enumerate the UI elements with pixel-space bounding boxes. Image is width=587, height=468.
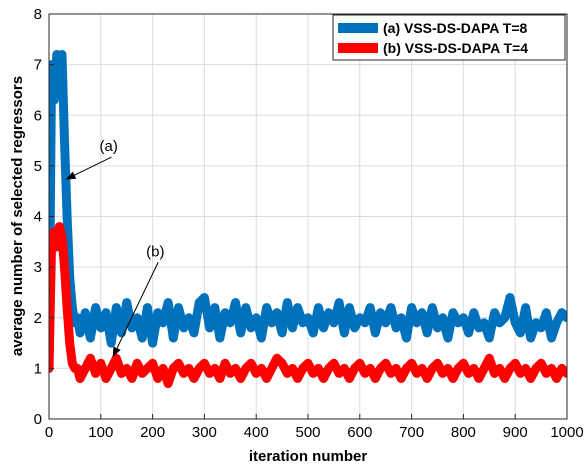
annotation-label: (a) bbox=[100, 138, 118, 155]
ticks bbox=[48, 13, 568, 420]
annotation-arrow bbox=[112, 262, 159, 358]
legend: (a) VSS-DS-DAPA T=8 (b) VSS-DS-DAPA T=4 bbox=[332, 14, 566, 61]
x-tick-label: 200 bbox=[140, 424, 165, 441]
x-tick-label: 600 bbox=[347, 424, 372, 441]
y-tick-label: 2 bbox=[34, 310, 42, 327]
series-layer bbox=[49, 50, 567, 389]
annotation-label: (b) bbox=[146, 243, 164, 260]
annotation-arrow bbox=[65, 156, 112, 180]
x-tick-label: 0 bbox=[45, 424, 53, 441]
tick-labels: 0 100 200 300 400 500 600 700 800 900 1000 0 1 2 3 4 5 6 7… bbox=[34, 6, 584, 441]
y-tick-label: 1 bbox=[34, 360, 42, 377]
x-tick-label: 700 bbox=[399, 424, 424, 441]
x-tick-label: 500 bbox=[295, 424, 320, 441]
y-tick-label: 4 bbox=[34, 209, 42, 226]
y-tick-label: 0 bbox=[34, 411, 42, 428]
y-tick-label: 7 bbox=[34, 57, 42, 74]
x-tick-label: 1000 bbox=[550, 424, 583, 441]
x-tick-label: 800 bbox=[451, 424, 476, 441]
y-axis-label: average number of selected regressors bbox=[9, 76, 26, 356]
x-tick-label: 100 bbox=[88, 424, 113, 441]
legend-label-a: (a) VSS-DS-DAPA T=8 bbox=[383, 20, 528, 36]
x-tick-label: 300 bbox=[192, 424, 217, 441]
x-tick-label: 900 bbox=[503, 424, 528, 441]
legend-label-b: (b) VSS-DS-DAPA T=4 bbox=[383, 40, 528, 56]
y-tick-label: 3 bbox=[34, 259, 42, 276]
series-line-a bbox=[49, 50, 567, 373]
x-tick-label: 400 bbox=[244, 424, 269, 441]
y-tick-label: 5 bbox=[34, 158, 42, 175]
annotations: (a) (b) bbox=[65, 138, 165, 358]
series-line-b bbox=[49, 222, 567, 389]
x-axis-label: iteration number bbox=[249, 448, 368, 465]
y-tick-label: 6 bbox=[34, 107, 42, 124]
y-tick-label: 8 bbox=[34, 6, 42, 23]
